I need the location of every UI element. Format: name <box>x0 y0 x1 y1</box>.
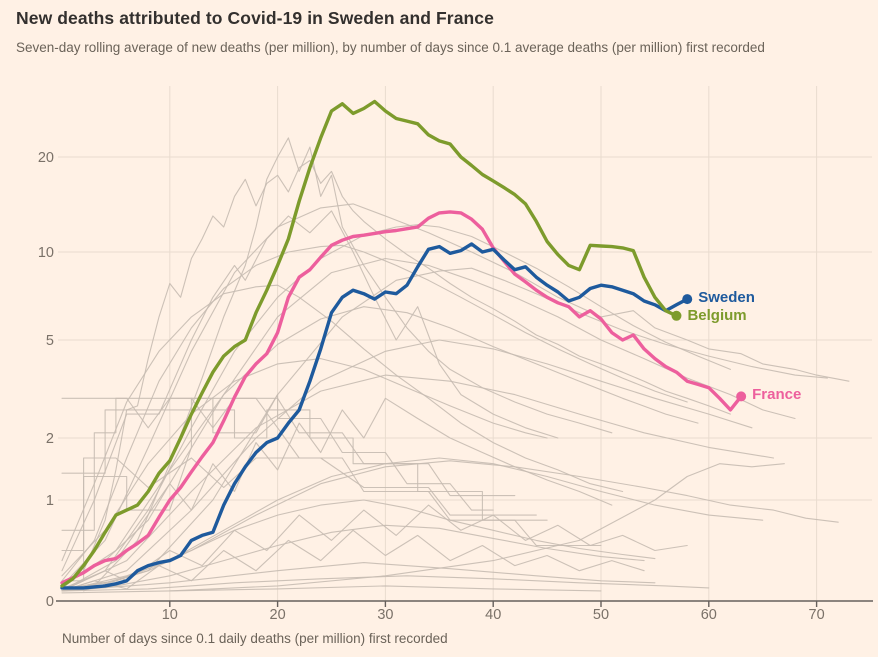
background-line-29 <box>61 562 656 592</box>
x-tick-label-50: 50 <box>593 607 609 623</box>
background-line-21 <box>61 575 710 592</box>
background-line-16 <box>61 460 839 592</box>
series-line-sweden <box>60 242 689 590</box>
x-tick-label-60: 60 <box>701 607 717 623</box>
background-line-11 <box>93 137 613 587</box>
x-tick-label-20: 20 <box>270 607 286 623</box>
x-tick-label-70: 70 <box>809 607 825 623</box>
background-line-23 <box>61 374 775 592</box>
background-line-5 <box>61 244 688 582</box>
background-line-26 <box>169 463 785 592</box>
x-axis-caption: Number of days since 0.1 daily deaths (p… <box>62 631 448 646</box>
x-tick-label-30: 30 <box>377 607 393 623</box>
background-line-27 <box>61 358 548 577</box>
background-line-24 <box>61 457 537 582</box>
y-tick-label-10: 10 <box>38 245 54 261</box>
background-line-22 <box>61 397 613 587</box>
background-line-20 <box>61 529 645 592</box>
background-line-14 <box>61 409 548 521</box>
series-line-france <box>60 210 743 585</box>
chart-title: New deaths attributed to Covid-19 in Swe… <box>16 8 494 28</box>
background-line-3 <box>61 257 796 592</box>
background-line-9 <box>61 306 699 587</box>
background-line-18 <box>61 524 645 592</box>
background-line-28 <box>61 585 602 594</box>
x-tick-label-40: 40 <box>485 607 501 623</box>
series-dot-france <box>736 391 747 402</box>
background-line-7 <box>61 210 559 572</box>
series-dot-sweden <box>682 294 693 305</box>
series-line-belgium <box>60 99 679 588</box>
background-line-4 <box>83 267 828 592</box>
y-tick-label-1: 1 <box>46 493 54 509</box>
y-tick-label-5: 5 <box>46 333 54 349</box>
x-tick-label-10: 10 <box>162 607 178 623</box>
series-dot-belgium <box>671 310 682 321</box>
y-tick-label-20: 20 <box>38 150 54 166</box>
y-tick-label-0: 0 <box>46 594 54 610</box>
background-line-19 <box>61 504 688 590</box>
background-line-17 <box>61 499 656 592</box>
series-label-sweden: Sweden <box>698 289 755 307</box>
y-tick-label-2: 2 <box>46 431 54 447</box>
background-line-10 <box>61 284 624 562</box>
background-line-6 <box>61 224 731 592</box>
series-label-belgium: Belgium <box>687 306 747 324</box>
series-label-france: France <box>752 386 802 404</box>
chart-subtitle: Seven-day rolling average of new deaths … <box>16 40 765 55</box>
